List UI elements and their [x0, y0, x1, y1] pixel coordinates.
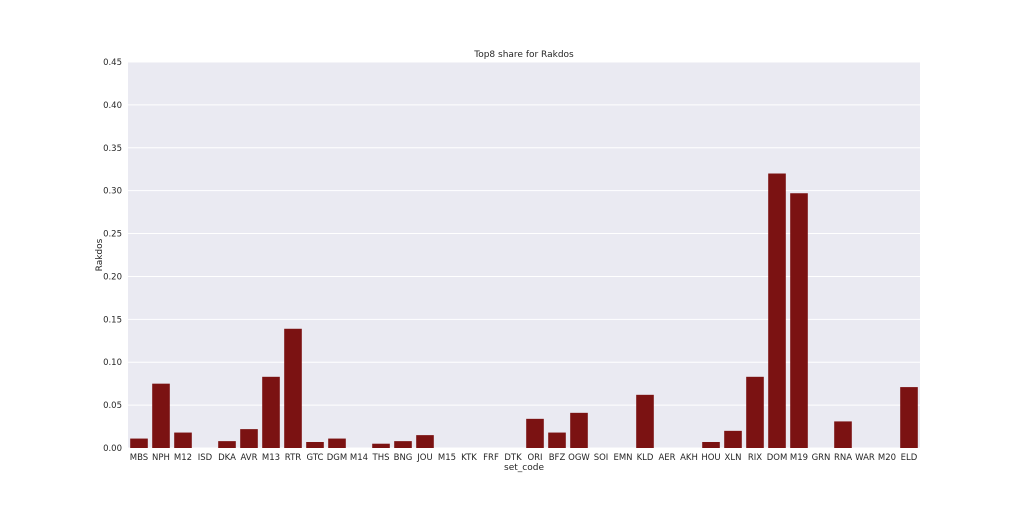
x-tick-label: GRN	[812, 453, 831, 463]
x-tick-label: FRF	[483, 453, 499, 463]
y-tick-label: 0.05	[103, 401, 122, 411]
bar-rna	[834, 421, 852, 448]
bar-dka	[218, 441, 236, 448]
grid-lines	[128, 61, 920, 449]
bar-rix	[746, 376, 764, 448]
x-tick-label: OGW	[568, 453, 590, 463]
x-axis-label: set_code	[504, 463, 544, 473]
x-tick-label: DOM	[767, 453, 788, 463]
x-tick-label: JOU	[416, 453, 432, 463]
x-tick-label: DTK	[504, 453, 522, 463]
y-tick-label: 0.35	[103, 144, 122, 154]
x-tick-label: XLN	[725, 453, 742, 463]
x-tick-label: ORI	[527, 453, 542, 463]
y-tick-label: 0.10	[103, 358, 122, 368]
y-axis-ticks: 0.00 0.05 0.10 0.15 0.20 0.25 0.30 0.35 0.40 0.45	[103, 58, 122, 454]
bar-bng	[394, 441, 412, 448]
x-tick-label: M19	[790, 453, 808, 463]
bar-dom	[768, 173, 786, 448]
bar-kld	[636, 394, 654, 448]
y-tick-label: 0.20	[103, 272, 122, 282]
bars	[130, 173, 918, 448]
y-axis-label: Rakdos	[95, 238, 105, 271]
x-tick-label: NPH	[152, 453, 170, 463]
x-tick-label: RTR	[285, 453, 301, 463]
x-tick-label: KTK	[461, 453, 477, 463]
bar-jou	[416, 435, 434, 448]
x-tick-label: M20	[878, 453, 896, 463]
x-tick-label: M15	[438, 453, 456, 463]
x-tick-label: AKH	[680, 453, 698, 463]
x-tick-label: ELD	[901, 453, 918, 463]
bar-gtc	[306, 441, 324, 448]
bar-avr	[240, 429, 258, 448]
plot-area	[128, 62, 920, 448]
bar-ori	[526, 418, 544, 448]
x-tick-label: HOU	[701, 453, 720, 463]
x-tick-label: AVR	[241, 453, 258, 463]
y-tick-label: 0.15	[103, 315, 122, 325]
y-tick-label: 0.25	[103, 230, 122, 240]
x-tick-label: WAR	[855, 453, 875, 463]
bar-hou	[702, 441, 720, 448]
bar-mbs	[130, 438, 148, 448]
x-tick-label: M12	[174, 453, 192, 463]
x-tick-label: BFZ	[549, 453, 566, 463]
x-tick-label: EMN	[613, 453, 632, 463]
x-axis-ticks: MBS NPH M12 ISD DKA AVR M13 RTR GTC DGM M14 THS BNG J…	[130, 453, 918, 463]
bar-m12	[174, 432, 192, 448]
x-tick-label: GTC	[307, 453, 324, 463]
x-tick-label: BNG	[394, 453, 413, 463]
x-tick-label: ISD	[198, 453, 213, 463]
x-tick-label: RIX	[748, 453, 762, 463]
x-tick-label: M13	[262, 453, 280, 463]
bar-nph	[152, 383, 170, 448]
bar-dgm	[328, 438, 346, 448]
bar-rtr	[284, 328, 302, 448]
x-tick-label: MBS	[130, 453, 148, 463]
x-tick-label: DKA	[218, 453, 236, 463]
bar-m19	[790, 193, 808, 448]
y-tick-label: 0.40	[103, 101, 122, 111]
chart-title: Top8 share for Rakdos	[473, 50, 574, 60]
bar-ths	[372, 443, 390, 448]
x-tick-label: KLD	[637, 453, 654, 463]
bar-bfz	[548, 432, 566, 448]
bar-xln	[724, 430, 742, 448]
x-tick-label: M14	[350, 453, 368, 463]
x-tick-label: THS	[372, 453, 390, 463]
x-tick-label: SOI	[594, 453, 609, 463]
bar-ogw	[570, 412, 588, 448]
y-tick-label: 0.00	[103, 444, 122, 454]
bar-m13	[262, 376, 280, 448]
x-tick-label: AER	[658, 453, 675, 463]
x-tick-label: DGM	[327, 453, 347, 463]
bar-eld	[900, 387, 918, 448]
y-tick-label: 0.45	[103, 58, 122, 68]
x-tick-label: RNA	[834, 453, 852, 463]
y-tick-label: 0.30	[103, 187, 122, 197]
